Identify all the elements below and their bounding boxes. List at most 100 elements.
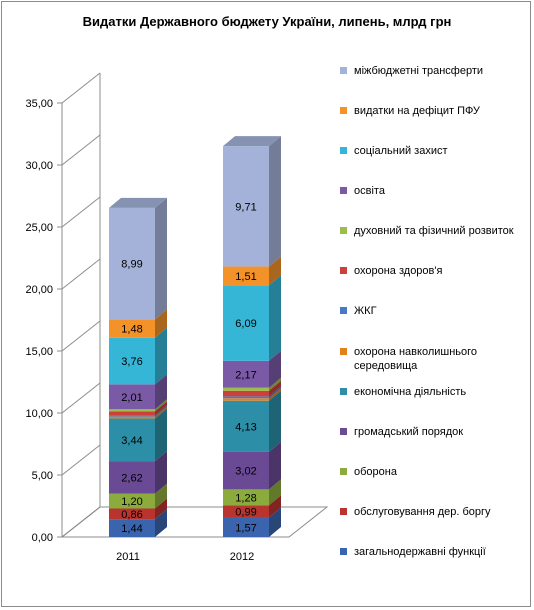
- bar-segment-front: [109, 411, 155, 416]
- back-wall-edge: [61, 73, 101, 538]
- legend-swatch: [340, 107, 347, 114]
- data-label: 3,02: [235, 466, 256, 478]
- bar-segment-side: [269, 275, 281, 361]
- y-tick-label: 15,00: [25, 346, 53, 358]
- y-depth-line: [61, 258, 101, 290]
- legend-label: обслуговування дер. боргу: [354, 506, 491, 518]
- bar-segment-side: [155, 451, 167, 494]
- legend-label: охорона навколишнього середовища: [354, 346, 478, 372]
- y-tick-label: 20,00: [25, 284, 53, 296]
- data-label: 1,57: [235, 522, 256, 534]
- bar-segment-front: [223, 396, 269, 399]
- bar-segment-front: [109, 415, 155, 417]
- bar-segment-side: [155, 374, 167, 410]
- data-label: 6,09: [235, 318, 256, 330]
- bar-segment-front: [223, 451, 269, 490]
- y-depth-line: [61, 134, 101, 166]
- y-tick-label: 25,00: [25, 222, 53, 234]
- y-depth-line: [61, 444, 101, 476]
- bar-segment-front: [223, 517, 269, 537]
- bar-segment-front: [109, 416, 155, 419]
- bar-segment-side: [269, 390, 281, 452]
- legend-label: загальнодержавні функції: [354, 546, 486, 558]
- legend-label: духовний та фізичний розвиток: [354, 225, 514, 237]
- data-label: 3,44: [121, 435, 142, 447]
- data-label: 1,51: [235, 271, 256, 283]
- data-label: 1,28: [235, 492, 256, 504]
- y-depth-line: [61, 382, 101, 414]
- data-label: 2,17: [235, 369, 256, 381]
- y-depth-line: [61, 72, 101, 104]
- x-tick-label: 2012: [230, 551, 254, 563]
- legend-swatch: [340, 468, 347, 475]
- y-tick-label: 10,00: [25, 408, 53, 420]
- floor: [60, 506, 329, 538]
- bar-segment-side: [269, 441, 281, 490]
- data-label: 3,76: [121, 356, 142, 368]
- legend-label: економічна діяльність: [354, 386, 467, 398]
- y-depth-line: [61, 506, 101, 538]
- bar-segment-front: [109, 508, 155, 520]
- y-tick-label: 0,00: [32, 532, 53, 544]
- bar-segment-side: [155, 408, 167, 462]
- legend-swatch: [340, 187, 347, 194]
- bar-segment-side: [269, 388, 281, 401]
- chart-title: Видатки Державного бюджету України, липе…: [82, 14, 452, 29]
- data-label: 0,86: [121, 509, 142, 521]
- bar-segment-side: [269, 479, 281, 506]
- bar-segment-front: [109, 461, 155, 494]
- bar-segment-side: [155, 399, 167, 412]
- data-label: 1,20: [121, 496, 142, 508]
- data-label: 1,48: [121, 324, 142, 336]
- bar-segment-front: [223, 398, 269, 401]
- bar-segment-front: [109, 418, 155, 462]
- bar-segment-side: [155, 509, 167, 537]
- bar-segment-side: [155, 401, 167, 416]
- bar-segment-side: [269, 507, 281, 537]
- legend-swatch: [340, 307, 347, 314]
- bar-segment-front: [109, 207, 155, 320]
- bar-segment-side: [155, 309, 167, 338]
- bar-segment-side: [269, 386, 281, 399]
- data-label: 4,13: [235, 421, 256, 433]
- legend-swatch: [340, 227, 347, 234]
- legend-swatch: [340, 388, 347, 395]
- bar-segment-front: [223, 400, 269, 452]
- legend-swatch: [340, 267, 347, 274]
- bar-segment-front: [109, 384, 155, 410]
- bar-segment-front: [223, 146, 269, 267]
- bar-segment-front: [223, 285, 269, 361]
- bar-segment-front: [223, 360, 269, 388]
- legend-label: оборона: [354, 466, 397, 478]
- bar-segment-side: [155, 483, 167, 509]
- bar-top: [223, 136, 281, 147]
- legend-label: міжбюджетні трансферти: [354, 65, 484, 77]
- bar-segment-side: [269, 380, 281, 397]
- bar-segment-side: [155, 498, 167, 520]
- bar-segment-side: [155, 405, 167, 417]
- bar-stack-2011: 1,44 0,861,20 2,62 3,44 2,01 3,76 1,48 8,99: [109, 197, 167, 537]
- bar-segment-front: [109, 519, 155, 537]
- chart-walls: [60, 73, 329, 538]
- bars: 1,44 0,861,20 2,62 3,44 2,01 3,76 1,48 8,99 1,57…: [109, 136, 281, 537]
- y-axis: 0,00 5,00 10,00 15,00 20,00 25,00 30,00 35,00: [25, 72, 101, 544]
- bar-top: [109, 197, 167, 208]
- legend-swatch: [340, 508, 347, 515]
- x-axis: 2011 2012: [116, 551, 254, 563]
- legend-label: ЖКГ: [354, 305, 377, 317]
- bar-segment-front: [223, 266, 269, 286]
- bar-segment-side: [155, 406, 167, 419]
- legend-label: видатки на дефіцит ПФУ: [354, 105, 480, 117]
- bar-segment-front: [223, 390, 269, 397]
- bar-segment-front: [109, 337, 155, 385]
- legend-label: громадський порядок: [354, 426, 464, 438]
- legend-swatch: [340, 548, 347, 555]
- legend-label: освіта: [354, 185, 385, 197]
- y-depth-line: [61, 196, 101, 228]
- bar-segment-side: [269, 350, 281, 388]
- y-tick-label: 30,00: [25, 160, 53, 172]
- data-label: 8,99: [121, 259, 142, 271]
- y-tick-label: 5,00: [32, 470, 53, 482]
- bar-stack-2012: 1,57 0,99 1,28 3,02 4,13 2,17 6,09 1,51 9,71: [223, 136, 281, 537]
